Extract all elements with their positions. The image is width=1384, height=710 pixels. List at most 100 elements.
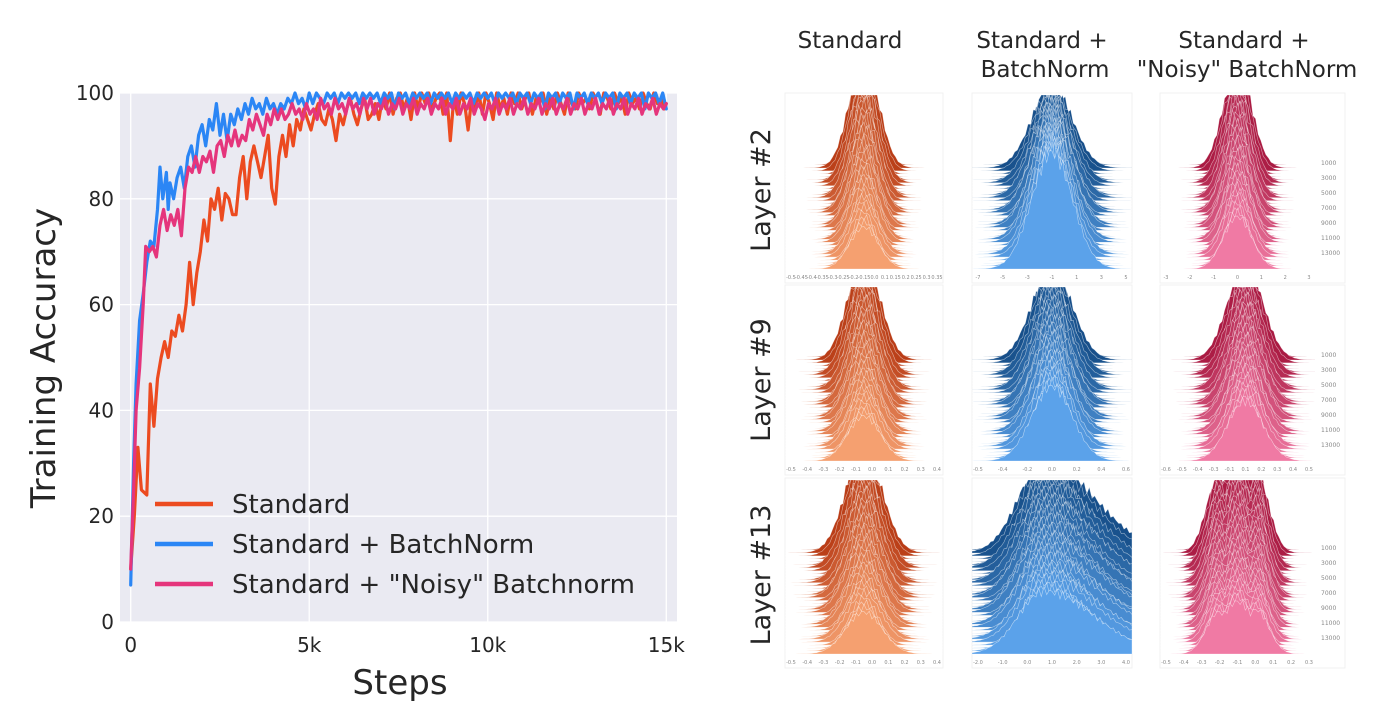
training-accuracy-chart: 0 5k 10k 15k 0 20 40 60 80 100 Steps Training Ac… xyxy=(24,81,685,703)
panel-axis-tick: -0.3 xyxy=(828,275,838,281)
panel-axis-tick: 0.1 xyxy=(1241,467,1249,473)
histogram-panel: -2.0 -1.0 0.0 1.0 2.0 3.0 4.0 xyxy=(971,477,1133,669)
panel-axis-tick: -0.1 xyxy=(851,660,861,666)
histogram-panel: -0.5 -0.4 -0.3 -0.2 -0.1 0.0 0.1 0.2 0.3 0.4 xyxy=(784,284,944,476)
panel-axis-tick: 2 xyxy=(1284,275,1287,281)
ridge-layer xyxy=(1160,396,1315,462)
panel-axis-tick: -2.0 xyxy=(973,660,983,666)
y-tick-label: 60 xyxy=(89,293,114,317)
panel-axis-tick: -2 xyxy=(1187,275,1192,281)
histogram-panel: -7 -5 -3 -1 1 3 5 xyxy=(971,92,1133,284)
panel-axis-tick: -0.5 xyxy=(786,275,796,281)
panel-axis-tick: -0.2 xyxy=(1022,467,1032,473)
y-axis-label: Training Accuracy xyxy=(24,208,64,509)
panel-side-tick: 1000 xyxy=(1321,160,1336,167)
x-tick-label: 5k xyxy=(297,633,322,657)
panel-axis-tick: 0.6 xyxy=(1122,467,1130,473)
panel-side-tick: 3000 xyxy=(1321,175,1336,182)
panel-axis-tick: -0.4 xyxy=(1179,660,1189,666)
panel-axis-tick: -0.6 xyxy=(1161,467,1171,473)
panel-axis-tick: 0.1 xyxy=(881,275,889,281)
histogram-panel: -0.5 -0.4 -0.2 0.0 0.2 0.4 0.6 xyxy=(971,284,1133,476)
panel-axis-tick: 0.2 xyxy=(1073,467,1081,473)
panel-axis-tick: -3 xyxy=(1025,275,1030,281)
panel-axis-tick: 0.2 xyxy=(902,275,910,281)
panel-axis-tick: 5 xyxy=(1124,275,1127,281)
panel-side-tick: 13000 xyxy=(1321,635,1340,642)
panel-axis-tick: 2.0 xyxy=(1073,660,1081,666)
ridge-layer xyxy=(971,585,1133,655)
ridge-layer xyxy=(785,610,943,655)
column-header-noisy-line1: Standard + xyxy=(1178,28,1309,54)
column-header-batchnorm-line1: Standard + xyxy=(976,28,1107,54)
panel-side-tick: 13000 xyxy=(1321,442,1340,449)
panel-axis-tick: 0.2 xyxy=(1257,467,1265,473)
panel-axis-tick: 0.0 xyxy=(1048,467,1056,473)
panel-side-tick: 3000 xyxy=(1321,560,1336,567)
panel-axis-tick: 0.15 xyxy=(890,275,901,281)
panel-axis-tick: 1 xyxy=(1260,275,1263,281)
panel-side-tick: 13000 xyxy=(1321,250,1340,257)
panel-axis-tick: 1 xyxy=(1075,275,1078,281)
panel-side-tick: 3000 xyxy=(1321,367,1336,374)
panel-side-tick: 9000 xyxy=(1321,220,1336,227)
panel-axis-tick: 3.0 xyxy=(1097,660,1105,666)
panel-axis-tick: -0.4 xyxy=(1193,467,1203,473)
panel-side-tick: 1000 xyxy=(1321,352,1336,359)
panel-axis-tick: 0.0 xyxy=(868,467,876,473)
panel-side-tick: 11000 xyxy=(1321,427,1340,434)
y-tick-label: 80 xyxy=(89,187,114,211)
histogram-panel: -0.6 -0.5 -0.4 -0.3 -0.1 0.1 0.2 0.3 0.4 0.5 1000 3… xyxy=(1159,284,1346,476)
distribution-grid: Standard Standard + BatchNorm Standard +… xyxy=(746,28,1358,669)
panel-axis-tick: 0.0 xyxy=(1251,660,1259,666)
panel-axis-tick: 1.0 xyxy=(1048,660,1056,666)
panel-axis-tick: -0.35 xyxy=(816,275,829,281)
panel-axis-tick: -0.3 xyxy=(1197,660,1207,666)
panel-axis-tick: -0.1 xyxy=(851,467,861,473)
panel-axis-tick: -0.5 xyxy=(973,467,983,473)
panel-axis-tick: 0 xyxy=(1236,275,1239,281)
panel-side-tick: 1000 xyxy=(1321,545,1336,552)
panel-side-tick: 7000 xyxy=(1321,205,1336,212)
ridge-layer xyxy=(785,226,943,270)
panel-axis-tick: -0.2 xyxy=(1215,660,1225,666)
y-tick-labels: 0 20 40 60 80 100 xyxy=(76,81,114,634)
series-layer xyxy=(129,91,668,587)
column-header-standard: Standard xyxy=(798,28,903,54)
panel-side-tick: 5000 xyxy=(1321,575,1336,582)
panel-axis-tick: -0.2 xyxy=(835,467,845,473)
panel-axis-tick: -0.5 xyxy=(1177,467,1187,473)
legend: Standard Standard + BatchNorm Standard +… xyxy=(155,490,635,600)
panel-axis-tick: 0.3 xyxy=(917,660,925,666)
plot-background xyxy=(120,93,677,622)
panel-axis-tick: 0.4 xyxy=(1289,467,1297,473)
panel-axis-tick: -5 xyxy=(1000,275,1005,281)
ridge-layer xyxy=(1160,599,1315,655)
column-header-noisy-line2: "Noisy" BatchNorm xyxy=(1137,57,1358,83)
panel-axis-tick: 0.2 xyxy=(901,660,909,666)
panel-axis-tick: -1 xyxy=(1050,275,1055,281)
panel-axis-tick: 0.4 xyxy=(1097,467,1105,473)
x-tick-label: 10k xyxy=(469,633,506,657)
panel-axis-tick: -0.45 xyxy=(795,275,808,281)
y-tick-label: 0 xyxy=(101,610,114,634)
panel-side-tick: 9000 xyxy=(1321,605,1336,612)
x-tick-label: 15k xyxy=(648,633,685,657)
panel-axis-tick: -0.1 xyxy=(1225,467,1235,473)
panel-side-tick: 5000 xyxy=(1321,190,1336,197)
panel-axis-tick: 0.4 xyxy=(933,467,941,473)
panel-axis-tick: -0.3 xyxy=(819,660,829,666)
series-line-2 xyxy=(129,96,668,571)
panel-axis-tick: 0.5 xyxy=(1305,467,1313,473)
panel-axis-tick: 0.2 xyxy=(901,467,909,473)
panel-axis-tick: 0.4 xyxy=(933,660,941,666)
panel-axis-tick: -0.5 xyxy=(786,660,796,666)
panel-axis-tick: 0.1 xyxy=(1269,660,1277,666)
legend-label-noisy-batchnorm: Standard + "Noisy" Batchnorm xyxy=(232,570,635,600)
panel-side-tick: 7000 xyxy=(1321,397,1336,404)
panel-axis-tick: -0.3 xyxy=(819,467,829,473)
ridge-layer xyxy=(971,148,1133,270)
panel-axis-tick: -1 xyxy=(1211,275,1216,281)
panel-axis-tick: -7 xyxy=(976,275,981,281)
